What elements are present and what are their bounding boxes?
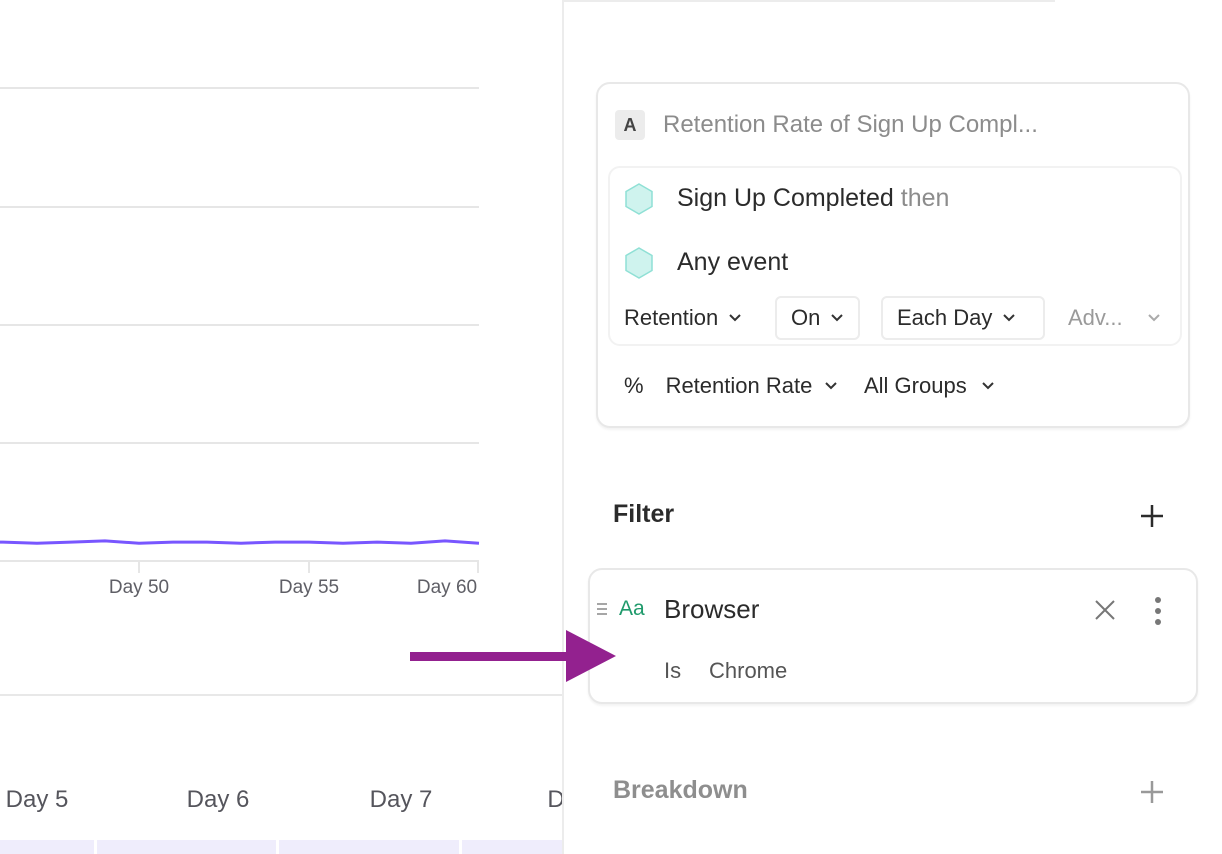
event-hexagon-icon [625, 183, 653, 215]
gridline [0, 87, 479, 89]
event-step-2[interactable]: Any event [677, 248, 789, 276]
x-axis [0, 560, 479, 562]
chevron-down-icon [1003, 314, 1016, 322]
query-card: A Retention Rate of Sign Up Compl... Sig… [596, 82, 1190, 428]
filter-heading: Filter [613, 500, 675, 528]
table-cell [279, 840, 459, 854]
event-hexagon-icon [625, 247, 653, 279]
breakdown-heading: Breakdown [613, 776, 748, 804]
groups-dropdown[interactable]: All Groups [864, 364, 995, 408]
more-options-icon[interactable] [1153, 596, 1163, 626]
table-cell [462, 840, 562, 854]
table-cell [97, 840, 276, 854]
x-tick-mark [308, 562, 310, 573]
event-name: Sign Up Completed [677, 184, 894, 212]
on-dropdown[interactable]: On [775, 296, 861, 340]
chevron-down-icon [825, 382, 838, 390]
filter-property[interactable]: Browser [664, 594, 760, 624]
chevron-down-icon [729, 314, 741, 322]
gridline [0, 206, 479, 208]
gridline [0, 442, 479, 444]
chart-plot [0, 539, 480, 545]
percent-icon: % [624, 373, 644, 398]
events-box [608, 166, 1182, 346]
panel-divider [562, 0, 564, 854]
series-line [0, 539, 480, 545]
add-filter-plus-icon[interactable] [1139, 503, 1165, 529]
x-tick-label: Day 55 [278, 577, 340, 598]
remove-filter-x-icon[interactable] [1094, 599, 1116, 621]
add-breakdown-plus-icon[interactable] [1139, 779, 1165, 805]
drag-handle-icon[interactable] [596, 602, 608, 616]
string-type-icon: Aa [619, 597, 645, 620]
query-title[interactable]: Retention Rate of Sign Up Compl... [663, 111, 1038, 138]
x-tick-label: Day 50 [108, 577, 170, 598]
table-column-header: Day 7 [369, 786, 433, 813]
panel-top-border [563, 0, 1055, 2]
x-tick-mark [477, 562, 479, 573]
table-cell [0, 840, 94, 854]
table-column-header: Day 5 [5, 786, 69, 813]
retention-type-dropdown[interactable]: Retention [624, 296, 742, 340]
filter-value[interactable]: Chrome [709, 658, 788, 683]
table-column-header: D [547, 786, 565, 813]
gridline [0, 324, 479, 326]
then-label: then [900, 184, 950, 212]
x-tick-mark [138, 562, 140, 573]
advanced-dropdown[interactable]: Adv... [1068, 296, 1161, 340]
annotation-arrow-icon [410, 630, 616, 682]
event-step-1[interactable]: Sign Up Completed then [677, 184, 949, 213]
dropdown-label: Adv... [1068, 305, 1123, 330]
x-tick-label: Day 60 [416, 577, 478, 598]
filter-card: Aa Browser Is Chrome [588, 568, 1198, 704]
dropdown-label: Retention Rate [665, 373, 813, 398]
section-divider [0, 694, 562, 696]
chevron-down-icon [1147, 314, 1160, 322]
chevron-down-icon [982, 382, 994, 390]
measure-dropdown[interactable]: % Retention Rate [624, 364, 838, 408]
filter-operator[interactable]: Is [664, 658, 682, 683]
dropdown-label: All Groups [864, 373, 967, 398]
dropdown-label: Each Day [897, 305, 993, 330]
dropdown-label: On [791, 305, 821, 330]
table-column-header: Day 6 [186, 786, 250, 813]
dropdown-label: Retention [624, 305, 719, 330]
query-letter-badge: A [615, 110, 645, 140]
interval-dropdown[interactable]: Each Day [881, 296, 1045, 340]
chevron-down-icon [831, 314, 844, 322]
